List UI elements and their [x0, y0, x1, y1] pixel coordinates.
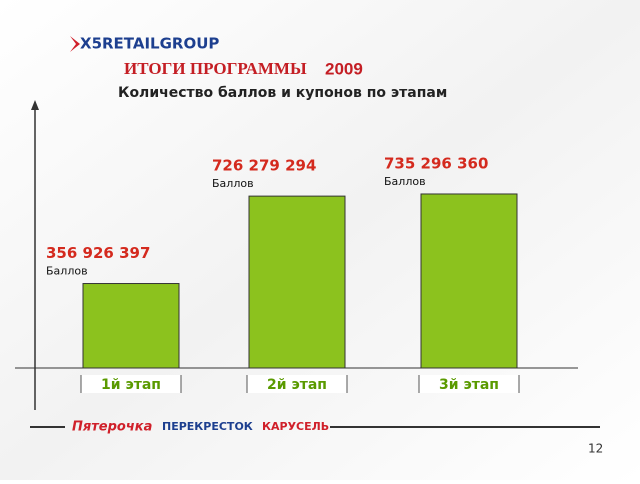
x-tick-label: 3й этап — [439, 377, 499, 393]
value-label: 726 279 294 — [212, 157, 316, 175]
value-label: 735 296 360 — [384, 154, 488, 172]
category-box — [419, 375, 519, 393]
chart-title: ИТОГИ ПРОГРАММЫ — [124, 59, 307, 78]
bar — [82, 283, 180, 369]
value-unit: Баллов — [384, 175, 426, 188]
category-bracket — [246, 375, 348, 393]
value-unit: Баллов — [212, 177, 254, 190]
x-tick-label: 1й этап — [101, 377, 161, 393]
category-bracket — [80, 375, 182, 393]
logo-mark — [70, 36, 80, 52]
page-number: 12 — [588, 442, 603, 456]
value-label: 356 926 397 — [46, 244, 150, 262]
category-box — [247, 375, 347, 393]
bar — [420, 193, 518, 369]
company-logo: X5RETAILGROUP — [80, 35, 219, 53]
axis-arrow — [31, 100, 39, 110]
footer-logo: ПЕРЕКРЕСТОК — [162, 420, 253, 433]
category-box — [81, 375, 181, 393]
chart-title-year: 2009 — [325, 59, 363, 78]
footer-logo: КАРУСЕЛЬ — [262, 420, 329, 433]
category-bracket — [418, 375, 520, 393]
footer-logo: Пятерочка — [72, 420, 152, 435]
chart-subtitle: Количество баллов и купонов по этапам — [118, 85, 447, 101]
x-tick-label: 2й этап — [267, 377, 327, 393]
bar — [248, 195, 346, 369]
value-unit: Баллов — [46, 265, 88, 278]
